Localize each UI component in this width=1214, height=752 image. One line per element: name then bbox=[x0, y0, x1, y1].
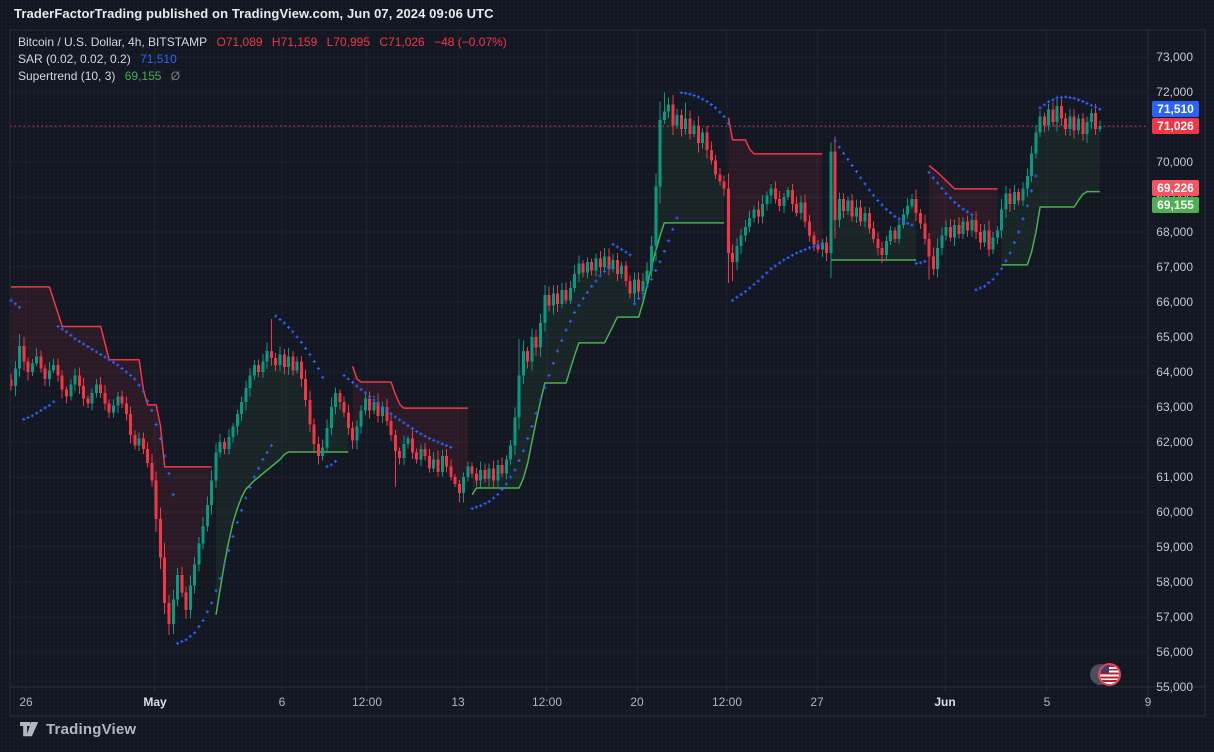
symbol-title: Bitcoin / U.S. Dollar, 4h, BITSTAMP bbox=[18, 35, 208, 49]
time-axis-label: May bbox=[143, 695, 167, 709]
time-axis-label: 27 bbox=[810, 695, 824, 709]
time-axis-label: 6 bbox=[278, 695, 286, 709]
price-axis-label: 63,000 bbox=[1156, 400, 1193, 414]
price-axis-label: 72,000 bbox=[1156, 85, 1193, 99]
price-axis-label: 70,000 bbox=[1156, 155, 1193, 169]
tradingview-brand-text: TradingView bbox=[46, 721, 137, 738]
time-axis-label: 12:00 bbox=[531, 695, 563, 709]
parabolic-sar-dots bbox=[10, 91, 1102, 645]
time-axis-label: 26 bbox=[19, 695, 33, 709]
sar-label: SAR (0.02, 0.02, 0.2) bbox=[18, 52, 131, 66]
price-badge: 69,155 bbox=[1152, 197, 1199, 213]
price-change: −48 (−0.07%) bbox=[434, 35, 507, 49]
price-axis-label: 62,000 bbox=[1156, 435, 1193, 449]
price-badge: 71,510 bbox=[1152, 101, 1199, 117]
price-axis-label: 57,000 bbox=[1156, 610, 1193, 624]
price-badge: 69,226 bbox=[1152, 180, 1199, 196]
price-axis-label: 56,000 bbox=[1156, 645, 1193, 659]
price-axis-label: 65,000 bbox=[1156, 330, 1193, 344]
time-axis-label: 9 bbox=[1144, 695, 1152, 709]
ohlc-close: C71,026 bbox=[379, 35, 425, 49]
tradingview-brand[interactable]: TradingView bbox=[20, 721, 136, 738]
time-axis-label: 5 bbox=[1043, 695, 1051, 709]
price-axis-label: 55,000 bbox=[1156, 680, 1193, 694]
grid-lines bbox=[10, 30, 1149, 691]
published-header: TraderFactorTrading published on Trading… bbox=[14, 6, 494, 21]
price-axis-label: 61,000 bbox=[1156, 470, 1193, 484]
time-axis-label: 12:00 bbox=[711, 695, 743, 709]
price-axis-label: 66,000 bbox=[1156, 295, 1193, 309]
sar-value: 71,510 bbox=[140, 52, 177, 66]
supertrend-value: 69,155 bbox=[124, 69, 162, 83]
time-axis-label: 12:00 bbox=[351, 695, 383, 709]
sar-legend-row[interactable]: SAR (0.02, 0.02, 0.2) 71,510 bbox=[18, 51, 513, 68]
us-flag-icon bbox=[1098, 663, 1121, 686]
symbol-legend-row[interactable]: Bitcoin / U.S. Dollar, 4h, BITSTAMP O71,… bbox=[18, 34, 513, 51]
time-axis-label: Jun bbox=[934, 695, 956, 709]
time-axis-label: 13 bbox=[451, 695, 465, 709]
candlesticks bbox=[10, 92, 1102, 636]
pane-frame bbox=[9, 29, 1206, 717]
supertrend-legend-row[interactable]: Supertrend (10, 3) 69,155 Ø bbox=[18, 68, 513, 85]
price-axis-label: 60,000 bbox=[1156, 505, 1193, 519]
supertrend-empty-icon: Ø bbox=[170, 69, 181, 83]
economic-event-icons[interactable] bbox=[1090, 663, 1134, 687]
price-badge: 71,026 bbox=[1152, 118, 1199, 134]
price-axis-label: 73,000 bbox=[1156, 50, 1193, 64]
supertrend-label: Supertrend (10, 3) bbox=[18, 69, 116, 83]
price-axis-label: 59,000 bbox=[1156, 540, 1193, 554]
ohlc-high: H71,159 bbox=[271, 35, 318, 49]
chart-legend: Bitcoin / U.S. Dollar, 4h, BITSTAMP O71,… bbox=[18, 34, 513, 85]
time-axis-label: 20 bbox=[630, 695, 644, 709]
price-axis-label: 64,000 bbox=[1156, 365, 1193, 379]
price-axis-label: 58,000 bbox=[1156, 575, 1193, 589]
price-axis-label: 67,000 bbox=[1156, 260, 1193, 274]
price-axis-label: 68,000 bbox=[1156, 225, 1193, 239]
tradingview-logo-icon bbox=[20, 722, 39, 737]
supertrend-indicator bbox=[11, 104, 1100, 624]
ohlc-open: O71,089 bbox=[216, 35, 263, 49]
ohlc-low: L70,995 bbox=[326, 35, 371, 49]
